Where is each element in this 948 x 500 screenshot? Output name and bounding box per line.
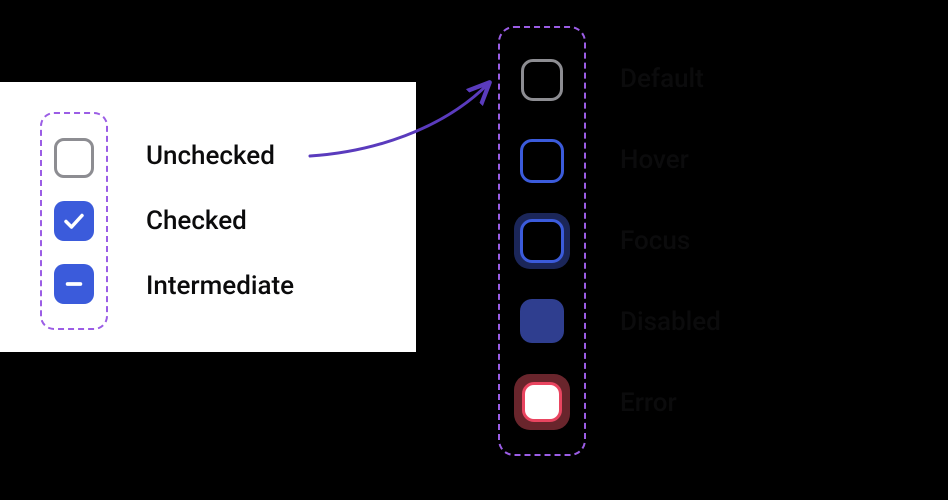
mode-card: Unchecked Checked Intermediate <box>0 82 416 352</box>
mode-label-unchecked: Unchecked <box>146 136 294 176</box>
mode-label-intermediate: Intermediate <box>146 266 294 306</box>
checkbox-state-focus[interactable] <box>514 213 570 269</box>
checkbox-state-error[interactable] <box>514 374 570 430</box>
checkbox-state-default[interactable] <box>514 52 570 108</box>
diagram-canvas: Unchecked Checked Intermediate <box>0 0 948 500</box>
state-label-error: Error <box>620 381 721 425</box>
checkbox-state-disabled[interactable] <box>514 293 570 349</box>
mode-label-checked: Checked <box>146 201 294 241</box>
checkbox-unchecked[interactable] <box>54 138 94 178</box>
checkbox-state-hover[interactable] <box>514 133 570 189</box>
state-label-disabled: Disabled <box>620 300 721 344</box>
state-label-hover: Hover <box>620 138 721 182</box>
checkbox-checked[interactable] <box>54 201 94 241</box>
check-icon <box>62 209 86 233</box>
state-variants-frame <box>498 26 586 456</box>
minus-icon <box>63 273 85 295</box>
state-label-default: Default <box>620 57 721 101</box>
state-label-focus: Focus <box>620 219 721 263</box>
mode-labels: Unchecked Checked Intermediate <box>146 112 294 330</box>
checkbox-intermediate[interactable] <box>54 264 94 304</box>
mode-variants-frame <box>40 112 108 330</box>
state-labels: Default Hover Focus Disabled Error <box>620 26 721 456</box>
